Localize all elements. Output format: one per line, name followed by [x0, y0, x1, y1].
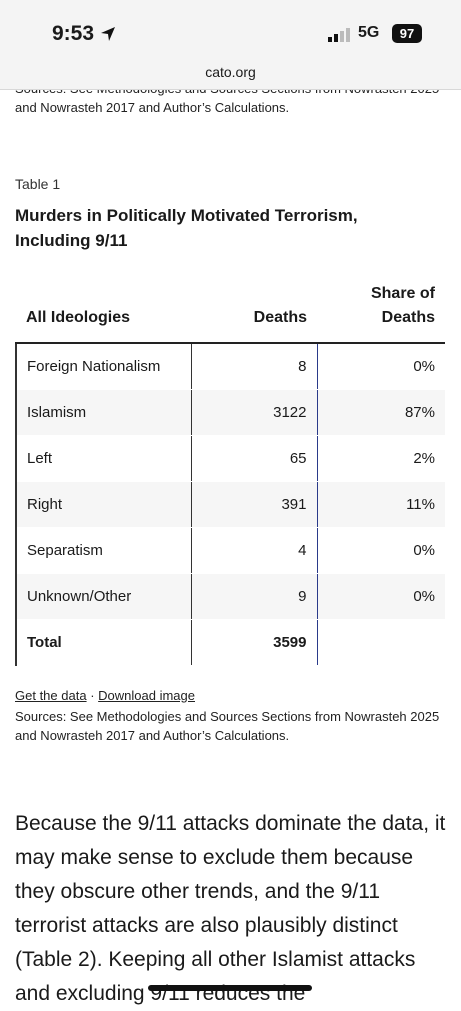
table-cell: 0% — [317, 527, 445, 574]
table-cell: Separatism — [15, 527, 192, 574]
link[interactable]: Download image — [98, 688, 195, 703]
table-row: Unknown/Other 9 0% — [15, 573, 445, 620]
battery: 97 — [392, 24, 422, 43]
paragraph: Because the 9/11 attacks dominate the da… — [15, 812, 446, 1005]
sources: Sources: See Methodologies and Sources S… — [15, 709, 440, 743]
table-cell: Unknown/Other — [15, 573, 192, 620]
total-deaths: 3599 — [191, 619, 318, 666]
table-cell: 4 — [191, 527, 318, 574]
table-cell — [317, 619, 445, 666]
column-header: Deaths — [191, 280, 317, 344]
table-cell: 11% — [317, 481, 445, 528]
table-links: Get the data · Download image — [15, 686, 195, 705]
table-cell: 65 — [191, 435, 318, 482]
status-time: 9:53 — [52, 22, 95, 45]
column-header: All Ideologies — [16, 280, 191, 344]
table-cell: 8 — [191, 343, 318, 390]
total-label: Total — [15, 619, 192, 666]
table-cell: 3122 — [191, 389, 318, 436]
home-indicator — [148, 985, 312, 991]
table-cell: Foreign Nationalism — [15, 343, 192, 390]
table-cell: 0% — [317, 343, 445, 390]
table-cell: Islamism — [15, 389, 192, 436]
table-label: Table 1 — [15, 176, 61, 192]
table-row: Right 391 11% — [15, 481, 445, 528]
url[interactable]: cato.org — [205, 64, 256, 80]
link[interactable]: Get the data — [15, 688, 87, 703]
table-cell: 2% — [317, 435, 445, 482]
table-cell: 0% — [317, 573, 445, 620]
table-row: Foreign Nationalism 8 0% — [15, 343, 445, 390]
table-row: Separatism 4 0% — [15, 527, 445, 574]
signal-icon — [328, 28, 350, 42]
header-row: All Ideologies Deaths Share of Deaths — [16, 280, 445, 344]
table-row: Left 65 2% — [15, 435, 445, 482]
table-cell: 391 — [191, 481, 318, 528]
table-cell: Right — [15, 481, 192, 528]
table-title: Murders in Politically Motivated Terrori… — [15, 206, 358, 250]
column-header: Share of Deaths — [317, 280, 445, 344]
network: 5G — [358, 24, 380, 41]
table-cell: 87% — [317, 389, 445, 436]
browser-header: 9:53 5G 97 cato.org — [0, 0, 461, 90]
table-cell: 9 — [191, 573, 318, 620]
table-body: Foreign Nationalism 8 0% Islamism 3122 87% Lef… — [15, 343, 445, 666]
table-cell: Left — [15, 435, 192, 482]
total-row: Total 3599 — [15, 619, 445, 666]
location-icon — [101, 27, 115, 41]
data-table: All Ideologies Deaths Share of Deaths Fo… — [15, 280, 445, 666]
table-row: Islamism 3122 87% — [15, 389, 445, 436]
separator: · — [90, 688, 95, 703]
